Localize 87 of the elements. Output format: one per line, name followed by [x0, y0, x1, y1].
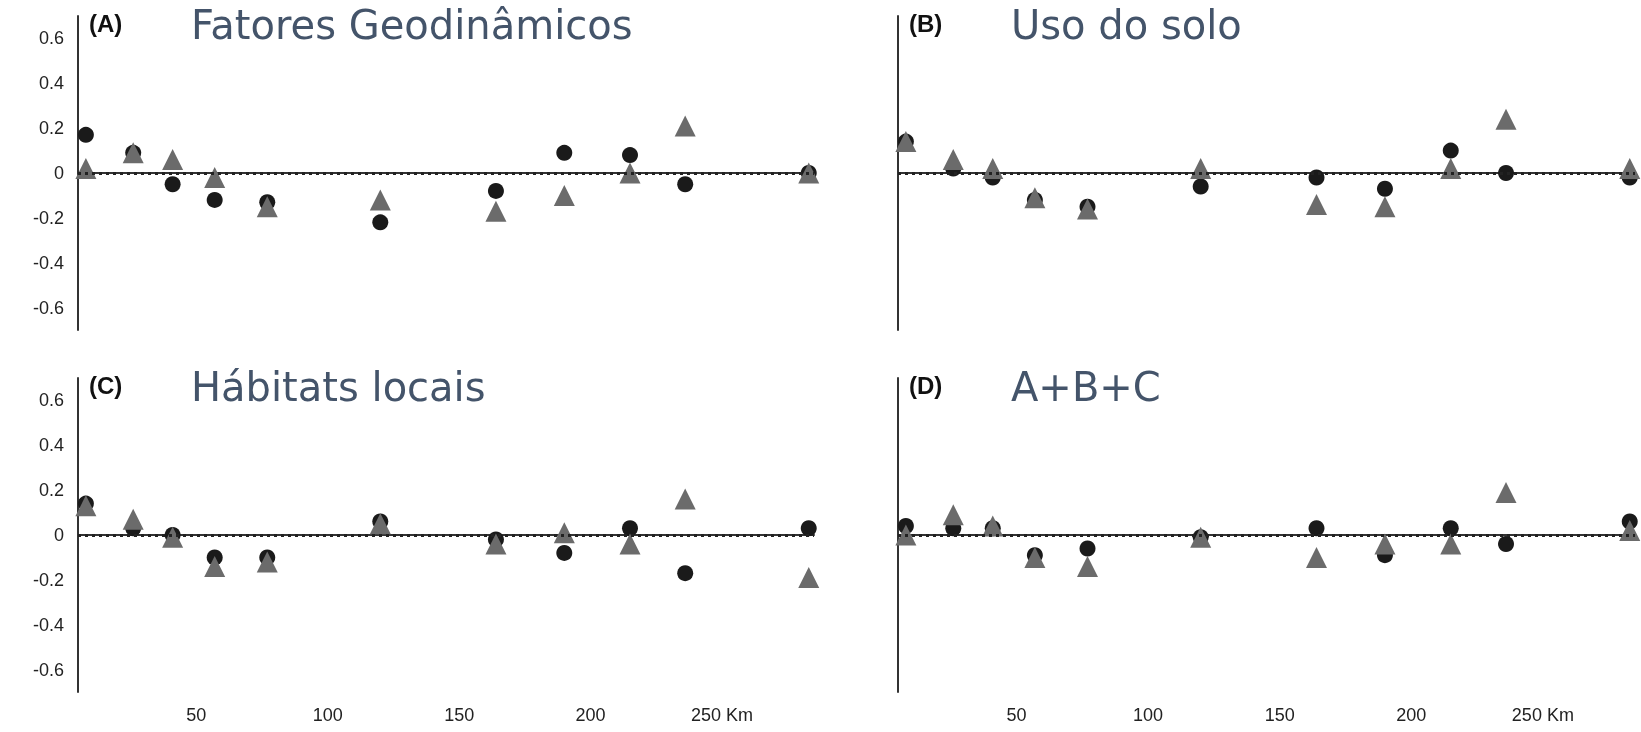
x-tick-label: 50	[1006, 705, 1027, 725]
point	[256, 196, 278, 218]
point	[895, 524, 917, 546]
point	[162, 149, 184, 171]
chart-title: (D)	[909, 371, 943, 399]
point	[942, 504, 964, 526]
x-tick-label: 100	[312, 705, 343, 725]
y-tick-label: 0.6	[38, 390, 64, 411]
point	[798, 567, 820, 589]
x-tick-label: 250 Km	[1511, 705, 1574, 725]
chart-title: (A)	[89, 9, 123, 37]
point	[1306, 546, 1328, 568]
point	[75, 158, 97, 180]
point	[1495, 481, 1517, 503]
chart-subtitle: Fatores Geodinâmicos	[191, 2, 633, 48]
point	[1077, 555, 1099, 577]
x-tick-label: 150	[444, 705, 475, 725]
point	[1619, 520, 1641, 542]
x-tick-label: 250 Km	[690, 705, 754, 725]
point	[553, 184, 575, 206]
point	[162, 526, 184, 548]
y-tick-label: 0.4	[38, 435, 64, 456]
point	[487, 182, 504, 199]
point	[622, 520, 638, 537]
point	[556, 144, 573, 161]
y-tick-label: -0.4	[32, 252, 64, 273]
point	[1498, 535, 1515, 552]
point	[204, 555, 226, 577]
chart-title: (B)	[909, 9, 943, 37]
x-tick-label: 150	[1264, 705, 1295, 725]
point	[674, 488, 696, 510]
point	[164, 176, 181, 193]
point	[369, 189, 391, 211]
point	[122, 508, 144, 530]
point	[485, 200, 507, 222]
point	[1374, 533, 1396, 555]
y-tick-label: -0.2	[32, 569, 64, 590]
point	[1077, 198, 1099, 220]
chart-subtitle: Uso do solo	[1011, 2, 1242, 48]
y-tick-label: -0.6	[32, 659, 64, 680]
point	[204, 166, 226, 188]
point	[372, 214, 389, 231]
y-tick-label: 0.4	[38, 73, 64, 94]
point	[619, 533, 641, 555]
point	[256, 551, 278, 573]
point	[1306, 193, 1328, 215]
x-tick-label: 100	[1133, 705, 1164, 725]
y-tick-label: -0.6	[32, 297, 64, 318]
x-tick-label: 200	[1396, 705, 1427, 725]
point	[77, 126, 94, 143]
point	[982, 158, 1004, 180]
point	[1440, 533, 1462, 555]
y-tick-label: 0.2	[38, 118, 64, 139]
point	[556, 544, 573, 561]
y-tick-label: 0	[53, 163, 64, 183]
point	[677, 565, 694, 582]
y-tick-label: 0.2	[38, 480, 64, 501]
point	[1498, 165, 1515, 181]
chart-title: (C)	[89, 371, 123, 399]
point	[1192, 178, 1209, 195]
point	[1442, 520, 1459, 537]
y-tick-label: -0.2	[32, 207, 64, 228]
point	[1619, 158, 1641, 180]
point	[1308, 520, 1325, 537]
y-tick-label: 0	[53, 525, 64, 545]
point	[369, 513, 391, 535]
point	[1442, 142, 1459, 159]
y-tick-label: -0.4	[32, 614, 64, 635]
point	[1376, 180, 1393, 197]
point	[485, 533, 507, 555]
x-tick-label: 200	[575, 705, 606, 725]
point	[622, 147, 638, 164]
point	[619, 162, 641, 184]
point	[1374, 196, 1396, 218]
point	[75, 495, 97, 517]
chart-subtitle: Hábitats locais	[191, 364, 486, 410]
chart-subtitle: A+B+C	[1011, 364, 1161, 410]
point	[1495, 108, 1517, 130]
point	[206, 191, 223, 208]
point	[1079, 540, 1096, 557]
point	[942, 149, 964, 171]
y-tick-label: 0.6	[38, 28, 64, 49]
point	[800, 520, 817, 537]
point	[677, 176, 694, 193]
point	[1440, 158, 1462, 180]
x-tick-label: 50	[186, 705, 207, 725]
point	[674, 115, 696, 137]
